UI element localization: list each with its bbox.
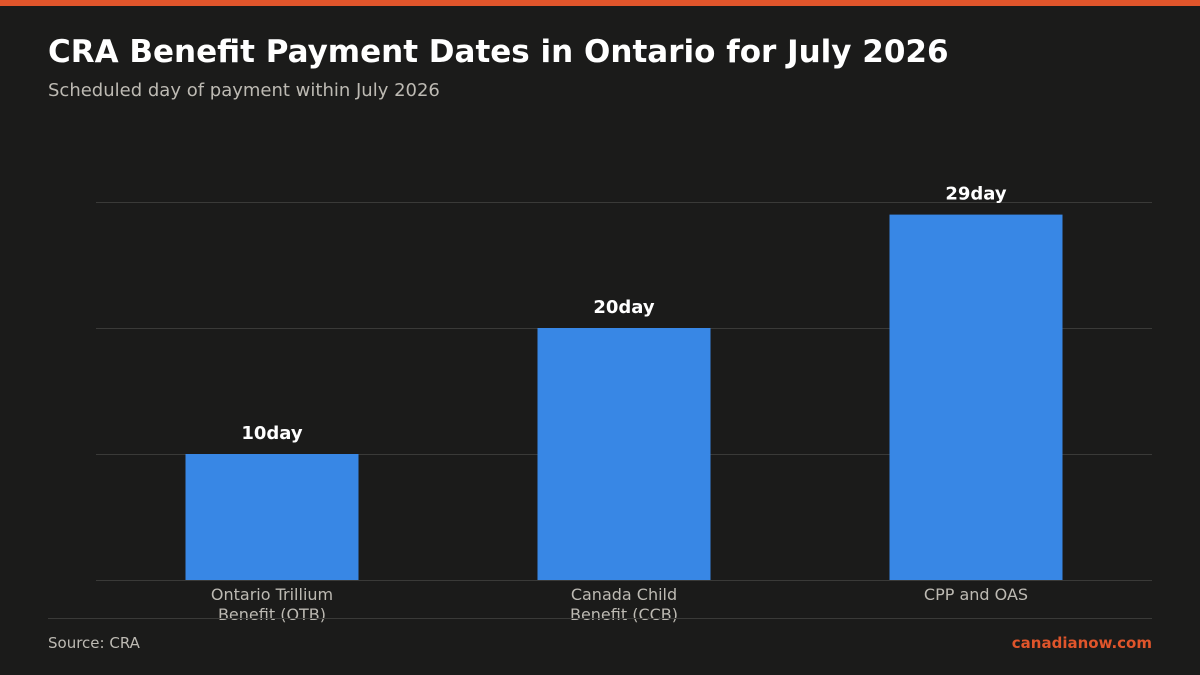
bar [889, 214, 1063, 580]
bar [185, 454, 359, 580]
footer-divider [48, 618, 1152, 619]
bar [537, 328, 711, 580]
source-note: Source: CRA [48, 634, 140, 652]
chart-title: CRA Benefit Payment Dates in Ontario for… [48, 34, 949, 70]
x-tick-label: Benefit (OTB) [218, 605, 326, 624]
x-tick-label: Canada Child [571, 585, 677, 604]
top-accent-bar [0, 0, 1200, 6]
chart-subtitle: Scheduled day of payment within July 202… [48, 80, 440, 101]
x-tick-label: Ontario Trillium [211, 585, 333, 604]
data-label: 10day [241, 423, 303, 444]
brand-link[interactable]: canadianow.com [1011, 634, 1152, 652]
data-label: 29day [945, 184, 1007, 205]
x-tick-label: Benefit (CCB) [570, 605, 678, 624]
x-tick-label: CPP and OAS [924, 585, 1028, 604]
data-label: 20day [593, 297, 655, 318]
